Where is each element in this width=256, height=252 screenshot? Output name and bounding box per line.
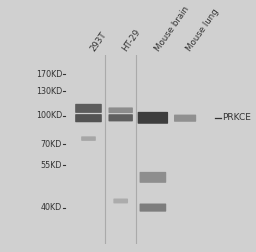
Text: HT-29: HT-29 — [121, 28, 142, 53]
Text: 40KD: 40KD — [41, 203, 62, 212]
Text: PRKCE: PRKCE — [222, 113, 251, 122]
Text: 293T: 293T — [89, 30, 108, 53]
FancyBboxPatch shape — [113, 199, 128, 203]
Text: 170KD: 170KD — [36, 70, 62, 79]
FancyBboxPatch shape — [81, 136, 96, 141]
FancyBboxPatch shape — [109, 114, 133, 121]
FancyBboxPatch shape — [140, 204, 166, 212]
Text: Mouse brain: Mouse brain — [153, 5, 191, 53]
FancyBboxPatch shape — [75, 114, 102, 122]
FancyBboxPatch shape — [138, 112, 168, 124]
Text: Mouse lung: Mouse lung — [185, 8, 221, 53]
FancyBboxPatch shape — [109, 107, 133, 113]
Text: 130KD: 130KD — [36, 87, 62, 96]
Text: 100KD: 100KD — [36, 111, 62, 120]
Text: 70KD: 70KD — [41, 140, 62, 149]
Text: 55KD: 55KD — [41, 161, 62, 170]
FancyBboxPatch shape — [174, 115, 196, 122]
FancyBboxPatch shape — [75, 104, 102, 113]
FancyBboxPatch shape — [140, 172, 166, 183]
